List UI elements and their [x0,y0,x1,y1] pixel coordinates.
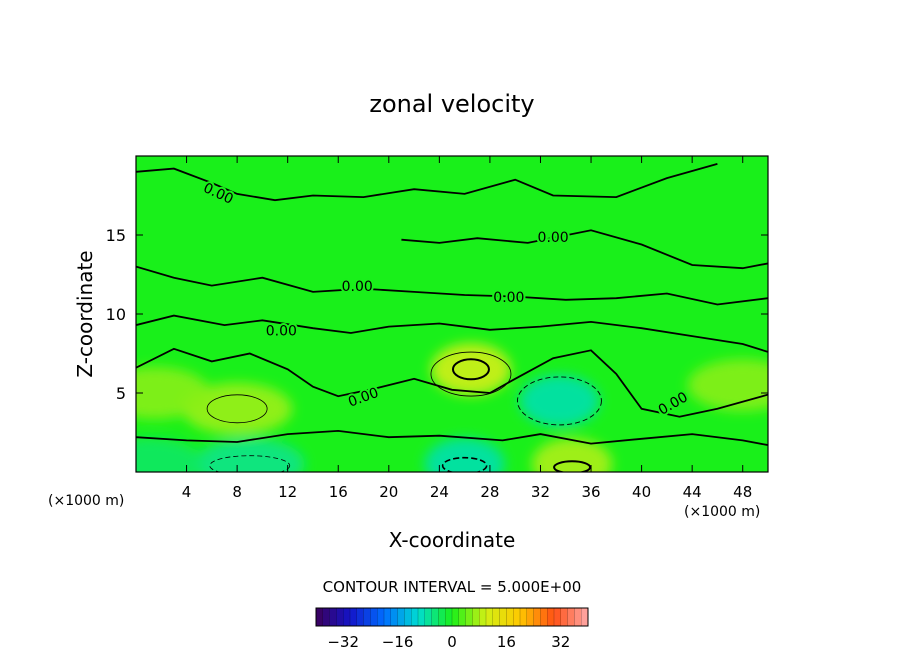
colorbar-frame [315,607,589,627]
colorbar-cell-37 [567,608,575,626]
colorbar-cell-0 [316,608,324,626]
colorbar-cell-35 [554,608,562,626]
y-axis-label: Z-coordinate [73,250,97,377]
x-tick-label-12: 12 [278,483,297,501]
y-tick-label-15: 15 [106,226,126,245]
colorbar-cell-15 [418,608,426,626]
colorbar-cell-8 [370,608,378,626]
contour-max-center [451,358,490,381]
x-tick-label-32: 32 [531,483,550,501]
colorbar-cell-32 [533,608,541,626]
x-tick-label-8: 8 [232,483,242,501]
colorbar-cell-5 [350,608,358,626]
colorbar-cell-36 [560,608,568,626]
colorbar-cell-31 [526,608,534,626]
x-tick-label-36: 36 [581,483,600,501]
x-unit-left: (×1000 m) [48,493,124,509]
colorbar-tick-label-3: 16 [497,633,516,651]
x-tick-label-4: 4 [182,483,192,501]
contour-left-ring [206,394,268,424]
colorbar: −32 −16 0 16 32 [315,607,589,651]
colorbar-cell-7 [363,608,371,626]
colorbar-cell-2 [329,608,337,626]
x-tick-label-48: 48 [733,483,752,501]
colorbar-cell-29 [513,608,521,626]
colorbar-tick-label-0: −32 [327,633,359,651]
colorbar-cell-30 [520,608,528,626]
plot-area: 0.000.000.000.000.000.00 0.00 [135,155,769,473]
colorbar-cell-19 [445,608,453,626]
colorbar-cell-25 [486,608,494,626]
colorbar-cell-16 [424,608,432,626]
colorbar-cell-20 [452,608,460,626]
zero-contour-base [136,347,768,418]
contour-label-1: 0.00 [538,230,569,246]
colorbar-tick-label-2: 0 [447,633,457,651]
colorbar-tick-label-1: −16 [382,633,414,651]
x-tick-label-20: 20 [379,483,398,501]
colorbar-cell-33 [540,608,548,626]
field-feature-1 [532,438,613,472]
zero-contour-top [136,163,718,202]
field-feature-6 [194,438,305,472]
contour-min-ring [516,376,602,426]
y-tick-label-5: 5 [116,384,126,403]
x-tick-label-28: 28 [480,483,499,501]
zero-contour-bottom [136,429,768,446]
field-feature-5 [519,374,600,427]
colorbar-cell-34 [547,608,555,626]
colorbar-cell-26 [492,608,500,626]
contour-bottom-min [441,456,488,472]
field-feature-3 [136,367,210,419]
colorbar-tick-label-4: 32 [551,633,570,651]
chart-title: zonal velocity [369,90,534,118]
contour-bottom-max [553,460,592,472]
colorbar-cell-28 [506,608,514,626]
colorbar-cell-39 [581,608,589,626]
colorbar-cell-4 [343,608,351,626]
colorbar-cell-9 [377,608,385,626]
field-feature-7 [424,438,505,472]
colorbar-cell-24 [479,608,487,626]
colorbar-cell-3 [336,608,344,626]
field-feature-8 [136,438,204,472]
colorbar-cell-22 [465,608,473,626]
x-axis-label: X-coordinate [389,528,516,552]
contour-interval-text: CONTOUR INTERVAL = 5.000E+00 [323,578,582,596]
contour-max-ring [430,351,512,397]
colorbar-cell-18 [438,608,446,626]
zero-contour-lower [136,314,768,353]
x-unit-right: (×1000 m) [684,504,760,520]
x-tick-label-40: 40 [632,483,651,501]
colorbar-cell-38 [574,608,582,626]
zero-contour-mid [136,265,768,306]
colorbar-cell-13 [404,608,412,626]
colorbar-cell-11 [390,608,398,626]
colorbar-cell-23 [472,608,480,626]
y-tick-label-10: 10 [106,305,126,324]
x-tick-label-16: 16 [329,483,348,501]
colorbar-cell-6 [356,608,364,626]
colorbar-cell-1 [322,608,330,626]
colorbar-cell-21 [458,608,466,626]
field-feature-0 [430,343,511,396]
contour-label-3: 0.00 [342,279,373,295]
colorbar-cell-12 [397,608,405,626]
contour-label-4: 0.00 [266,323,297,339]
contour-label-2: 0.00 [493,290,524,306]
x-tick-label-44: 44 [683,483,702,501]
field-feature-4 [687,359,768,412]
zero-contour-upper [401,229,768,270]
colorbar-cell-27 [499,608,507,626]
x-tick-label-24: 24 [430,483,449,501]
colorbar-cell-17 [431,608,439,626]
contour-bottom-left [209,455,291,472]
colorbar-cell-10 [384,608,392,626]
colorbar-cell-14 [411,608,419,626]
